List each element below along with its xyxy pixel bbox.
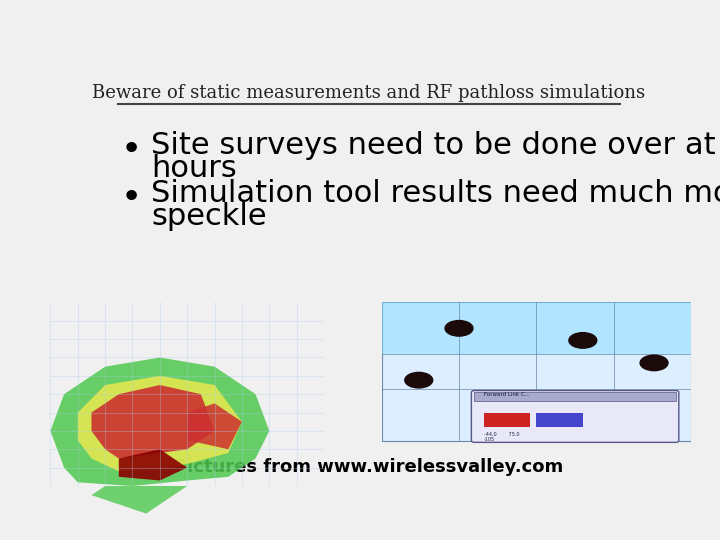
- Text: -105: -105: [484, 437, 495, 442]
- Polygon shape: [119, 449, 187, 481]
- Polygon shape: [91, 385, 215, 458]
- Text: •: •: [121, 133, 142, 167]
- Text: Simulation tool results need much more: Simulation tool results need much more: [151, 179, 720, 208]
- Text: hours: hours: [151, 154, 237, 183]
- Bar: [536, 413, 582, 427]
- Polygon shape: [91, 486, 187, 514]
- Bar: [474, 392, 676, 401]
- Text: -44.0        75.0: -44.0 75.0: [484, 432, 519, 437]
- Circle shape: [640, 355, 668, 370]
- Circle shape: [631, 419, 659, 435]
- Text: Pictures from www.wirelessvalley.com: Pictures from www.wirelessvalley.com: [174, 458, 564, 476]
- Polygon shape: [50, 357, 269, 486]
- Text: Site surveys need to be done over at least 24: Site surveys need to be done over at lea…: [151, 131, 720, 160]
- Text: Beware of static measurements and RF pathloss simulations: Beware of static measurements and RF pat…: [92, 84, 646, 102]
- Circle shape: [569, 333, 597, 348]
- FancyBboxPatch shape: [472, 390, 679, 442]
- Bar: [382, 302, 691, 441]
- Bar: [484, 413, 530, 427]
- Polygon shape: [187, 403, 242, 449]
- Text: speckle: speckle: [151, 202, 267, 231]
- Text: Forward Link C...: Forward Link C...: [484, 392, 530, 397]
- Text: •: •: [121, 181, 142, 215]
- Polygon shape: [78, 376, 242, 471]
- Bar: [382, 302, 691, 354]
- Circle shape: [405, 373, 433, 388]
- Circle shape: [445, 321, 473, 336]
